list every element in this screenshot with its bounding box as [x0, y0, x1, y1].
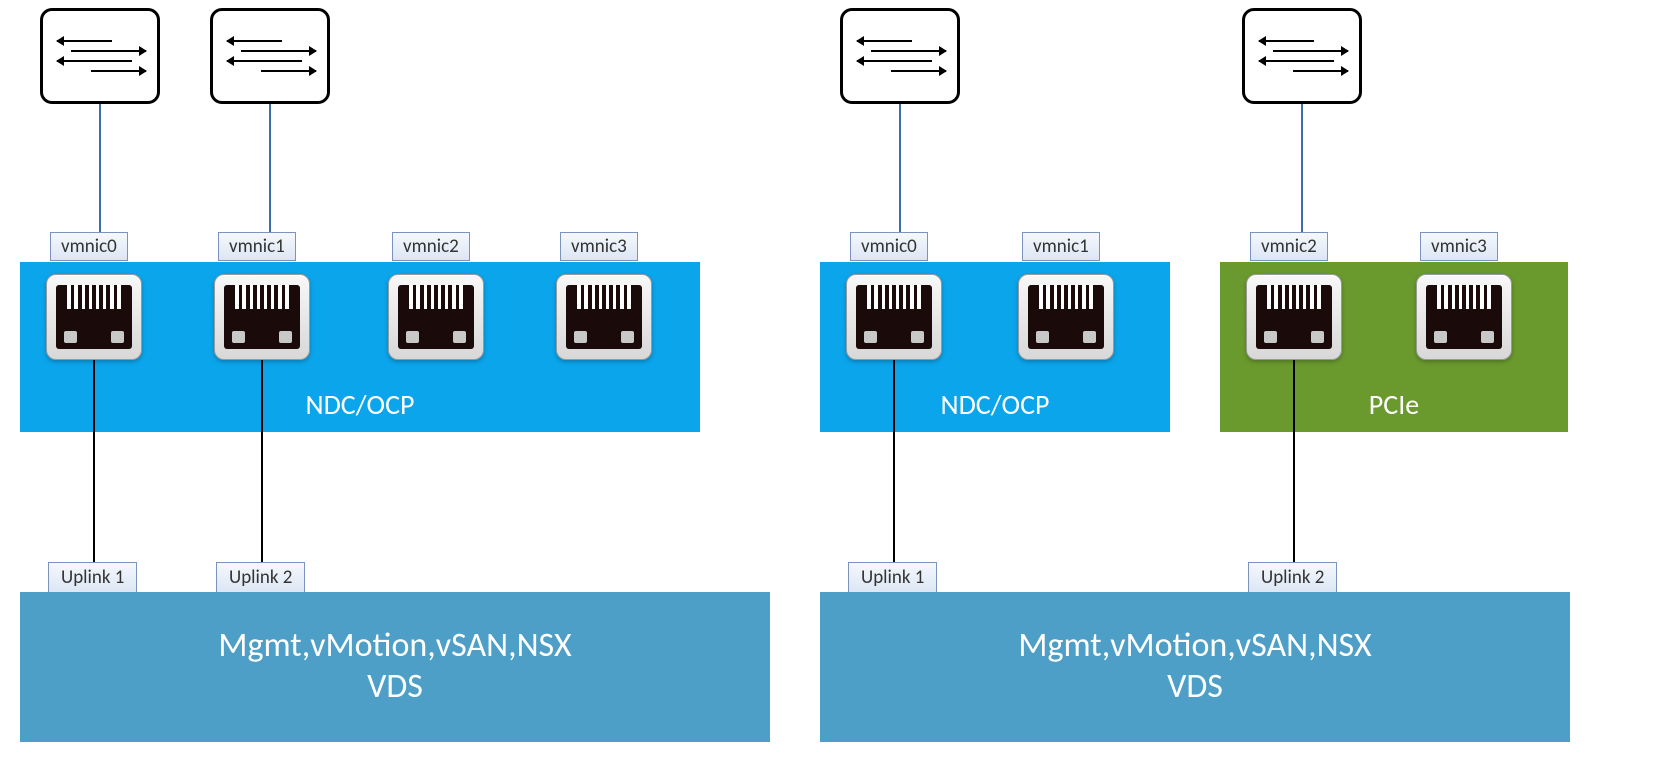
- vmnic-label: vmnic2: [392, 232, 470, 261]
- uplink-text: Uplink 1: [861, 566, 924, 589]
- connector: [899, 104, 901, 232]
- vmnic-text: vmnic2: [1261, 235, 1317, 258]
- left-topology: vmnic0 vmnic1 vmnic2 vmnic3 NDC/OCP Upli…: [0, 0, 800, 759]
- uplink-label: Uplink 2: [1248, 562, 1337, 593]
- uplink-label: Uplink 1: [48, 562, 137, 593]
- switch-icon: [210, 8, 330, 104]
- rj45-port-icon: [846, 274, 942, 360]
- connector: [1293, 360, 1295, 570]
- uplink-label: Uplink 2: [216, 562, 305, 593]
- vds-line1: Mgmt,vMotion,vSAN,NSX: [1018, 626, 1371, 667]
- rj45-port-icon: [556, 274, 652, 360]
- rj45-port-icon: [1018, 274, 1114, 360]
- vmnic-text: vmnic1: [229, 235, 285, 258]
- card-label: NDC/OCP: [941, 387, 1050, 422]
- rj45-port-icon: [388, 274, 484, 360]
- switch-icon: [1242, 8, 1362, 104]
- vds-line2: VDS: [1167, 667, 1223, 708]
- connector: [99, 104, 101, 232]
- connector: [893, 360, 895, 570]
- vmnic-label: vmnic2: [1250, 232, 1328, 261]
- vmnic-text: vmnic2: [403, 235, 459, 258]
- vds-line1: Mgmt,vMotion,vSAN,NSX: [218, 626, 571, 667]
- vmnic-label: vmnic0: [50, 232, 128, 261]
- connector: [261, 360, 263, 570]
- vds-line2: VDS: [367, 667, 423, 708]
- connector: [1301, 104, 1303, 232]
- vmnic-label: vmnic1: [218, 232, 296, 261]
- vmnic-text: vmnic1: [1033, 235, 1089, 258]
- vmnic-text: vmnic3: [571, 235, 627, 258]
- switch-icon: [840, 8, 960, 104]
- uplink-text: Uplink 2: [1261, 566, 1324, 589]
- rj45-port-icon: [1416, 274, 1512, 360]
- card-label: NDC/OCP: [306, 387, 415, 422]
- right-topology: vmnic0 vmnic1 vmnic2 vmnic3 NDC/OCP PCIe…: [800, 0, 1662, 759]
- vmnic-text: vmnic0: [861, 235, 917, 258]
- uplink-text: Uplink 1: [61, 566, 124, 589]
- switch-icon: [40, 8, 160, 104]
- vmnic-text: vmnic0: [61, 235, 117, 258]
- vmnic-text: vmnic3: [1431, 235, 1487, 258]
- vmnic-label: vmnic3: [1420, 232, 1498, 261]
- card-label: PCIe: [1369, 387, 1419, 422]
- rj45-port-icon: [214, 274, 310, 360]
- uplink-label: Uplink 1: [848, 562, 937, 593]
- connector: [269, 104, 271, 232]
- connector: [93, 360, 95, 570]
- uplink-text: Uplink 2: [229, 566, 292, 589]
- vds-box: Mgmt,vMotion,vSAN,NSX VDS: [820, 592, 1570, 742]
- rj45-port-icon: [1246, 274, 1342, 360]
- vmnic-label: vmnic3: [560, 232, 638, 261]
- vds-box: Mgmt,vMotion,vSAN,NSX VDS: [20, 592, 770, 742]
- rj45-port-icon: [46, 274, 142, 360]
- vmnic-label: vmnic1: [1022, 232, 1100, 261]
- vmnic-label: vmnic0: [850, 232, 928, 261]
